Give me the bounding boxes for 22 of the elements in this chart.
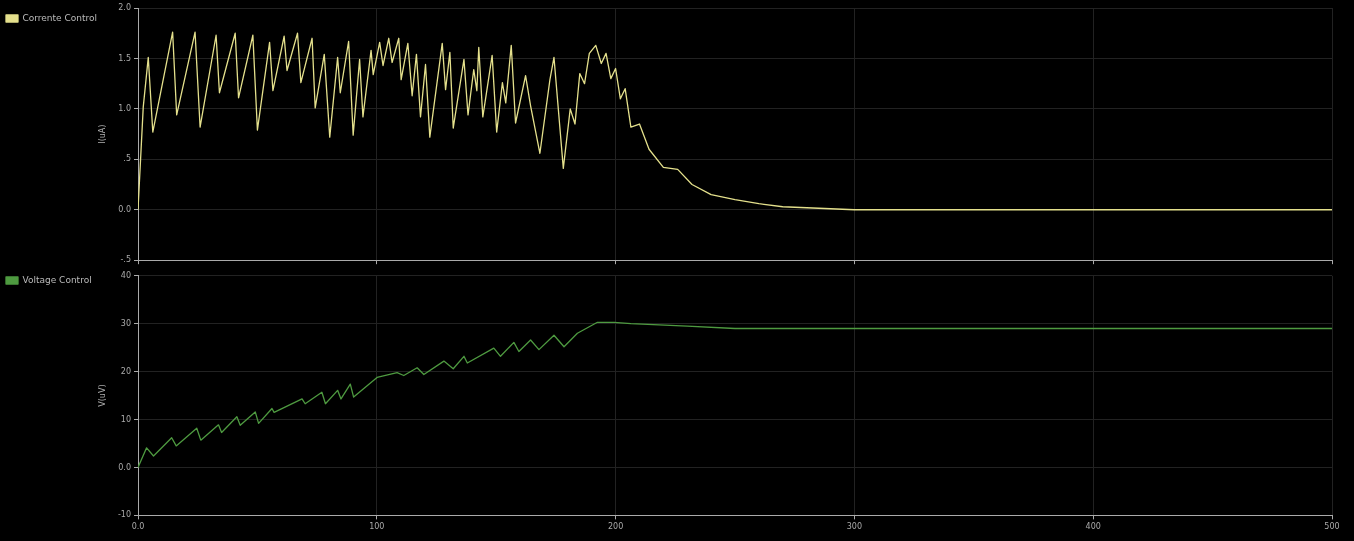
y-tick-label: 2.0 [118,3,131,13]
legend-label: Corrente Control [22,12,98,23]
legend-label: Voltage Control [22,274,92,285]
y-axis-title: V(uV) [97,384,107,407]
x-tick-label: 400 [1085,522,1101,532]
x-tick-label: 100 [369,522,385,532]
y-tick-label: 20 [120,366,131,376]
y-tick-label: 40 [120,270,131,280]
y-tick-label: -10 [117,510,131,520]
x-tick-label: 300 [846,522,863,532]
y-tick-label: -.5 [120,255,131,265]
y-tick-label: .5 [123,154,131,164]
y-tick-label: 10 [120,414,131,424]
x-tick-label: 0.0 [131,522,145,532]
y-tick-label: 0.0 [118,462,131,472]
y-tick-label: 30 [120,318,131,328]
y-tick-label: 1.5 [118,53,131,63]
y-axis-title: I(uA) [97,124,107,144]
x-tick-label: 200 [607,522,624,532]
x-tick-label: 500 [1324,522,1340,532]
y-tick-label: 0.0 [118,204,131,214]
y-tick-label: 1.0 [118,103,131,113]
